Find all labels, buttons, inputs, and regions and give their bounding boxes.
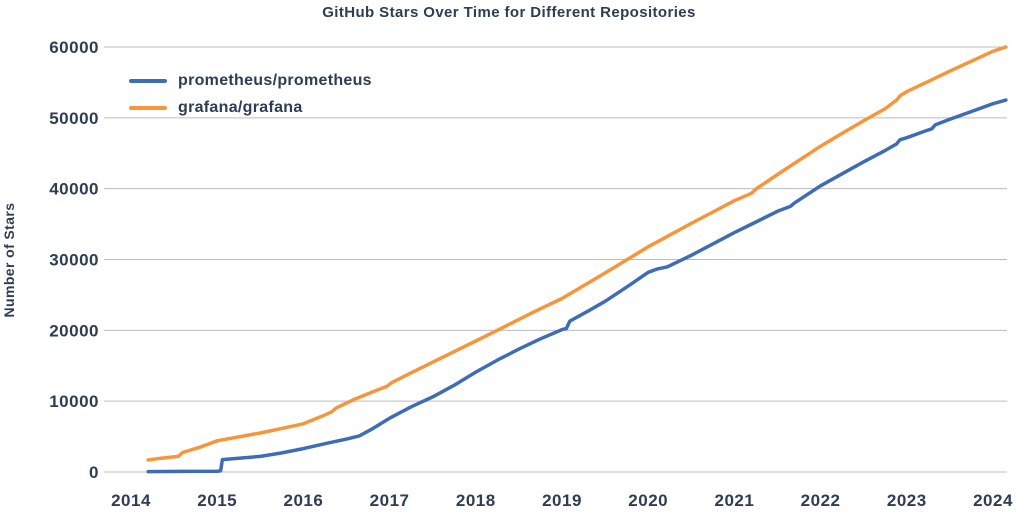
series-line-prometheus: [146, 98, 1008, 474]
x-axis-labels: 2014 2015 2016 2017 2018 2019 2020 2021 2022 2023…: [111, 491, 1013, 510]
x-tick-label: 2017: [370, 491, 410, 510]
series-line-grafana: [146, 45, 1008, 462]
series-lines: [146, 45, 1008, 474]
y-tick-label: 20000: [49, 321, 99, 340]
y-axis-labels: 0 10000 20000 30000 40000 50000 60000: [49, 38, 99, 482]
x-tick-label: 2019: [542, 491, 582, 510]
x-tick-label: 2020: [628, 491, 668, 510]
x-tick-label: 2024: [973, 491, 1013, 510]
x-tick-label: 2018: [456, 491, 496, 510]
x-tick-label: 2023: [887, 491, 927, 510]
x-tick-label: 2016: [283, 491, 323, 510]
y-tick-label: 60000: [49, 38, 99, 57]
y-tick-label: 30000: [49, 251, 99, 270]
y-tick-label: 40000: [49, 180, 99, 199]
chart-title: GitHub Stars Over Time for Different Rep…: [322, 4, 696, 21]
legend-item-prometheus: prometheus/prometheus: [129, 72, 372, 90]
legend-label-grafana: grafana/grafana: [178, 99, 303, 116]
gridlines: [104, 46, 1007, 473]
legend-label-prometheus: prometheus/prometheus: [178, 72, 372, 89]
x-tick-label: 2022: [801, 491, 841, 510]
legend: prometheus/prometheus grafana/grafana: [129, 72, 372, 117]
y-tick-label: 0: [89, 463, 99, 482]
grafana-line-swatch: [129, 106, 167, 110]
x-tick-label: 2021: [714, 491, 754, 510]
y-tick-label: 10000: [49, 392, 99, 411]
legend-item-grafana: grafana/grafana: [129, 99, 372, 117]
x-tick-label: 2014: [111, 491, 151, 510]
x-tick-label: 2015: [197, 491, 237, 510]
prometheus-line-swatch: [129, 79, 167, 83]
y-tick-label: 50000: [49, 109, 99, 128]
